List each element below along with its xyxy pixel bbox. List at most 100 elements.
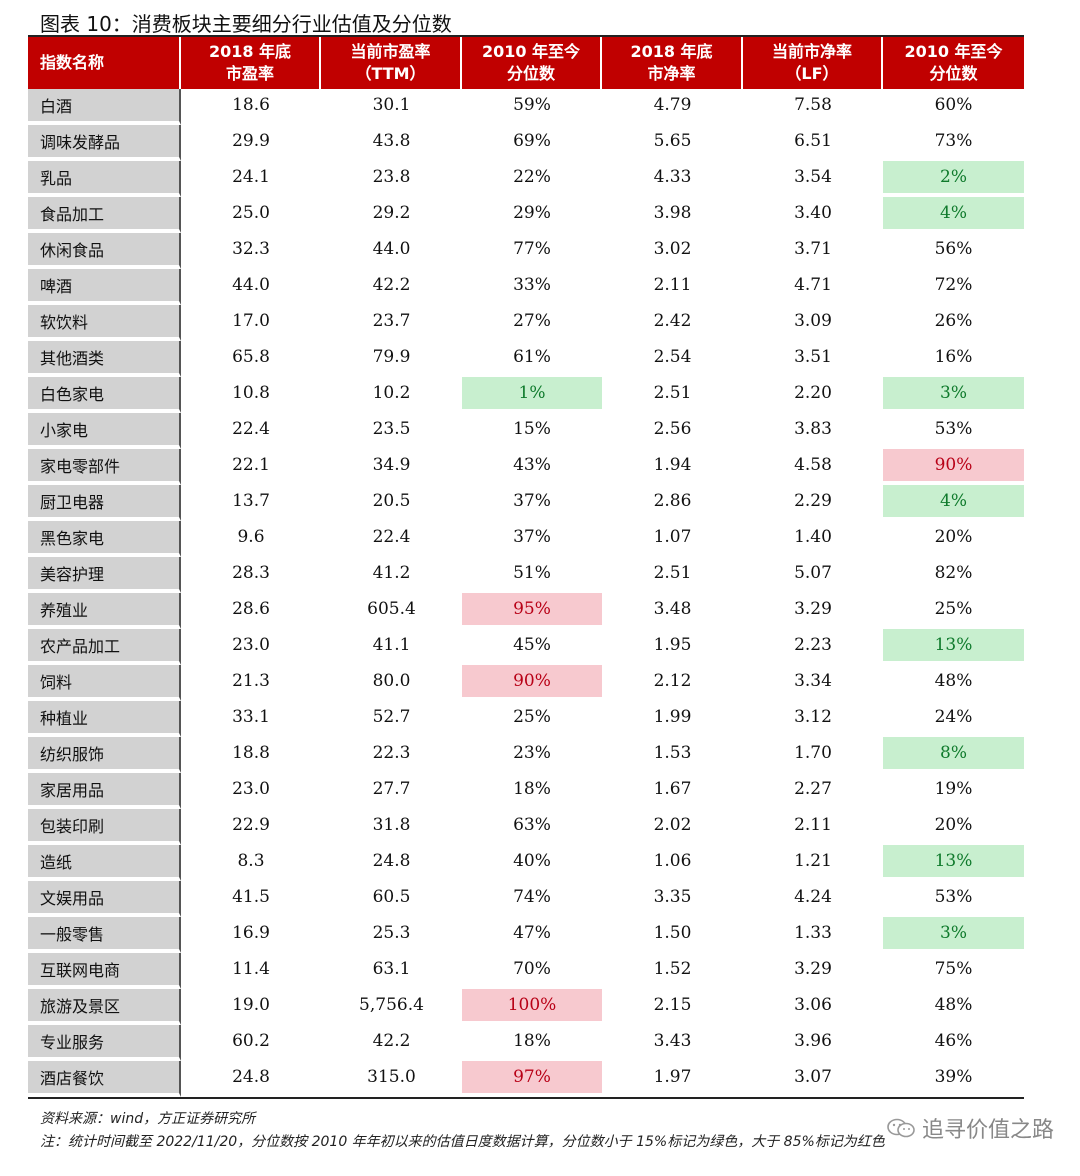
cell-pb-lf: 3.71 <box>743 233 883 269</box>
table-row: 啤酒 44.0 42.2 33% 2.11 4.71 72% <box>28 269 1024 305</box>
row-label: 美容护理 <box>28 557 181 593</box>
cell-pb2018: 1.52 <box>602 953 743 989</box>
cell-pb2018: 4.79 <box>602 89 743 125</box>
cell-pe-ttm: 23.7 <box>321 305 462 341</box>
cell-pb-lf: 3.06 <box>743 989 883 1025</box>
cell-pe-pct: 23% <box>462 737 602 773</box>
source-note: 资料来源：wind，方正证券研究所 <box>40 1111 256 1127</box>
cell-pb2018: 3.43 <box>602 1025 743 1061</box>
cell-pb-pct: 19% <box>883 773 1024 809</box>
cell-pe2018: 18.8 <box>181 737 321 773</box>
table-row: 小家电 22.4 23.5 15% 2.56 3.83 53% <box>28 413 1024 449</box>
cell-pe-ttm: 605.4 <box>321 593 462 629</box>
cell-pe2018: 10.8 <box>181 377 321 413</box>
cell-pb-pct: 48% <box>883 989 1024 1025</box>
table-row: 农产品加工 23.0 41.1 45% 1.95 2.23 13% <box>28 629 1024 665</box>
header-row: 指数名称 2018 年底 市盈率 当前市盈率 （TTM） 2010 年至今 分位数 20… <box>28 37 1024 89</box>
table-row: 纺织服饰 18.8 22.3 23% 1.53 1.70 8% <box>28 737 1024 773</box>
table-row: 包装印刷 22.9 31.8 63% 2.02 2.11 20% <box>28 809 1024 845</box>
cell-pb-lf: 3.96 <box>743 1025 883 1061</box>
row-label: 文娱用品 <box>28 881 181 917</box>
cell-pb-lf: 1.21 <box>743 845 883 881</box>
cell-pe2018: 60.2 <box>181 1025 321 1061</box>
cell-pb-pct: 73% <box>883 125 1024 161</box>
cell-pe2018: 44.0 <box>181 269 321 305</box>
row-label: 小家电 <box>28 413 181 449</box>
cell-pb-pct: 82% <box>883 557 1024 593</box>
cell-pb-lf: 1.40 <box>743 521 883 557</box>
row-label: 黑色家电 <box>28 521 181 557</box>
cell-pe-ttm: 29.2 <box>321 197 462 233</box>
row-label: 养殖业 <box>28 593 181 629</box>
cell-pe-ttm: 52.7 <box>321 701 462 737</box>
cell-pe-ttm: 27.7 <box>321 773 462 809</box>
cell-pb-lf: 3.51 <box>743 341 883 377</box>
cell-pb-lf: 1.70 <box>743 737 883 773</box>
cell-pb-lf: 6.51 <box>743 125 883 161</box>
cell-pe-ttm: 63.1 <box>321 953 462 989</box>
row-label: 专业服务 <box>28 1025 181 1061</box>
table-row: 饲料 21.3 80.0 90% 2.12 3.34 48% <box>28 665 1024 701</box>
cell-pb2018: 1.50 <box>602 917 743 953</box>
cell-pb-lf: 3.29 <box>743 953 883 989</box>
cell-pb2018: 4.33 <box>602 161 743 197</box>
cell-pb2018: 1.97 <box>602 1061 743 1097</box>
cell-pb2018: 2.02 <box>602 809 743 845</box>
cell-pb-pct: 26% <box>883 305 1024 341</box>
cell-pb-pct: 72% <box>883 269 1024 305</box>
cell-pe-pct: 1% <box>462 377 602 413</box>
cell-pb2018: 2.42 <box>602 305 743 341</box>
cell-pe-ttm: 24.8 <box>321 845 462 881</box>
cell-pb-lf: 2.11 <box>743 809 883 845</box>
table-row: 酒店餐饮 24.8 315.0 97% 1.97 3.07 39% <box>28 1061 1024 1097</box>
row-label: 软饮料 <box>28 305 181 341</box>
cell-pe-ttm: 25.3 <box>321 917 462 953</box>
cell-pe-pct: 15% <box>462 413 602 449</box>
cell-pb2018: 3.35 <box>602 881 743 917</box>
cell-pb2018: 3.48 <box>602 593 743 629</box>
cell-pe-ttm: 41.1 <box>321 629 462 665</box>
header-col-pe-ttm: 当前市盈率 （TTM） <box>321 37 462 89</box>
cell-pb2018: 2.86 <box>602 485 743 521</box>
row-label: 其他酒类 <box>28 341 181 377</box>
cell-pe-pct: 18% <box>462 1025 602 1061</box>
cell-pe2018: 23.0 <box>181 773 321 809</box>
cell-pe2018: 18.6 <box>181 89 321 125</box>
header-col-pb-lf: 当前市净率 （LF） <box>743 37 883 89</box>
cell-pb2018: 1.94 <box>602 449 743 485</box>
cell-pb2018: 1.07 <box>602 521 743 557</box>
cell-pb2018: 1.53 <box>602 737 743 773</box>
cell-pe-pct: 77% <box>462 233 602 269</box>
cell-pe2018: 28.6 <box>181 593 321 629</box>
header-col-pe-percentile: 2010 年至今 分位数 <box>462 37 602 89</box>
cell-pb-pct: 13% <box>883 629 1024 665</box>
cell-pe2018: 8.3 <box>181 845 321 881</box>
wechat-watermark: 追寻价值之路 <box>886 1112 1054 1144</box>
row-label: 调味发酵品 <box>28 125 181 161</box>
header-col-pe-2018: 2018 年底 市盈率 <box>181 37 321 89</box>
header-col-pb-percentile: 2010 年至今 分位数 <box>883 37 1024 89</box>
cell-pe2018: 33.1 <box>181 701 321 737</box>
row-label: 农产品加工 <box>28 629 181 665</box>
cell-pb-lf: 3.07 <box>743 1061 883 1097</box>
cell-pe-pct: 37% <box>462 521 602 557</box>
table-row: 一般零售 16.9 25.3 47% 1.50 1.33 3% <box>28 917 1024 953</box>
cell-pe2018: 11.4 <box>181 953 321 989</box>
cell-pb-lf: 3.83 <box>743 413 883 449</box>
cell-pb-pct: 4% <box>883 485 1024 521</box>
cell-pe-ttm: 30.1 <box>321 89 462 125</box>
cell-pe-pct: 40% <box>462 845 602 881</box>
cell-pb-pct: 90% <box>883 449 1024 485</box>
cell-pb-lf: 4.24 <box>743 881 883 917</box>
header-col-index-name: 指数名称 <box>28 37 181 89</box>
cell-pe-ttm: 42.2 <box>321 1025 462 1061</box>
table-row: 造纸 8.3 24.8 40% 1.06 1.21 13% <box>28 845 1024 881</box>
cell-pb-pct: 25% <box>883 593 1024 629</box>
cell-pb2018: 2.15 <box>602 989 743 1025</box>
cell-pb2018: 2.56 <box>602 413 743 449</box>
cell-pe2018: 25.0 <box>181 197 321 233</box>
row-label: 饲料 <box>28 665 181 701</box>
cell-pe-ttm: 315.0 <box>321 1061 462 1097</box>
row-label: 休闲食品 <box>28 233 181 269</box>
cell-pe2018: 23.0 <box>181 629 321 665</box>
